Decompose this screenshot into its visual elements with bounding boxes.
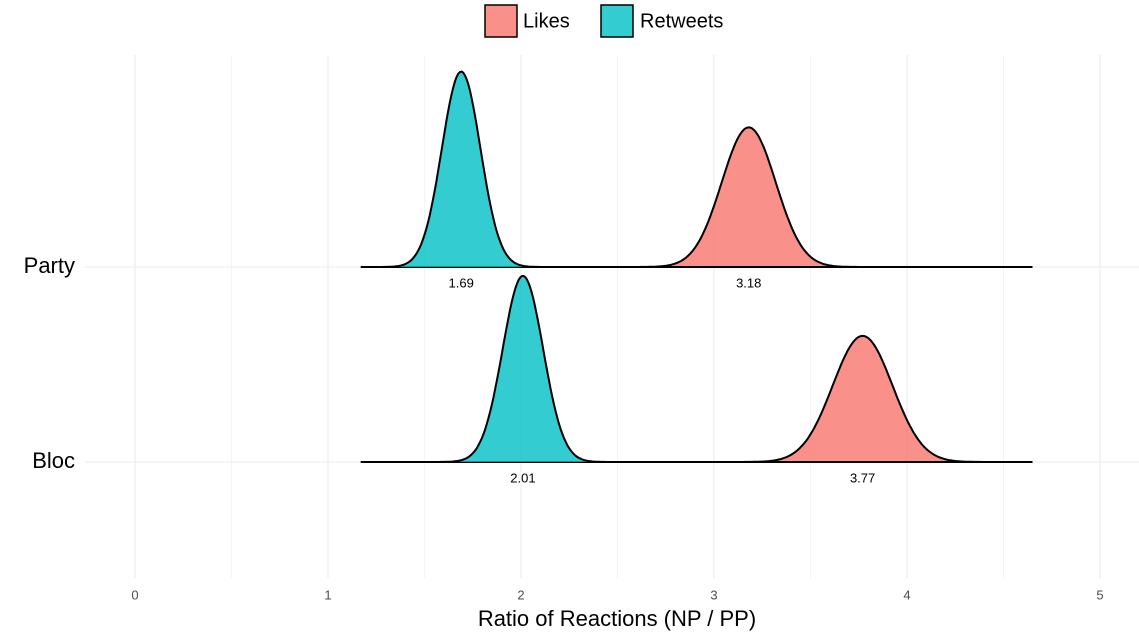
density-outline [360, 275, 1033, 463]
density [360, 276, 1033, 462]
x-tick-label: 5 [1096, 587, 1103, 602]
x-tick-label: 0 [131, 587, 138, 602]
density-outline [360, 70, 1033, 268]
legend-key [600, 4, 634, 38]
y-tick-label: Bloc [32, 448, 75, 473]
density [360, 335, 1033, 462]
x-tick-label: 2 [517, 587, 524, 602]
value-label: 3.18 [736, 275, 761, 290]
x-tick-label: 4 [903, 587, 910, 602]
legend-label: Likes [523, 10, 570, 32]
value-label: 2.01 [510, 470, 535, 485]
density [360, 71, 1033, 267]
x-tick-label: 3 [710, 587, 717, 602]
x-tick-label: 1 [324, 587, 331, 602]
y-tick-label: Party [24, 253, 75, 278]
value-label: 3.77 [850, 470, 875, 485]
legend-label: Retweets [640, 10, 723, 32]
value-label: 1.69 [449, 275, 474, 290]
density-outline [360, 334, 1033, 463]
legend-key [484, 4, 518, 38]
x-axis-title: Ratio of Reactions (NP / PP) [478, 606, 756, 631]
